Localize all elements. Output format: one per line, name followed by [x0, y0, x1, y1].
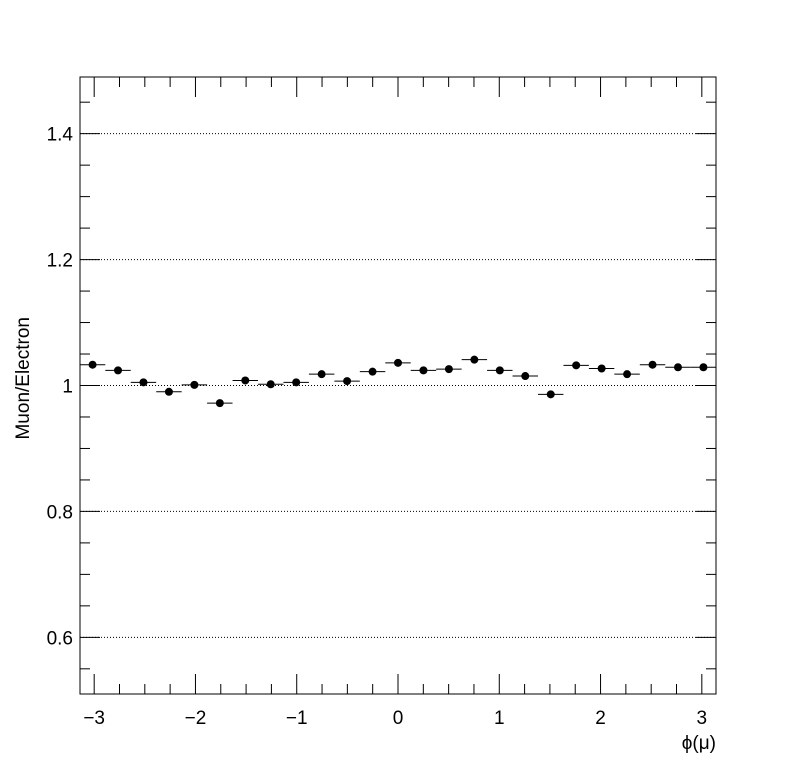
- data-point: [266, 380, 275, 389]
- data-point: [139, 378, 148, 387]
- x-tick-label: −3: [83, 708, 105, 729]
- data-point: [623, 370, 632, 379]
- data-point: [368, 367, 377, 376]
- data-point: [444, 365, 453, 374]
- data-points: [79, 355, 717, 408]
- y-tick-label: 1: [62, 377, 73, 398]
- data-point: [572, 361, 581, 370]
- x-tick-label: −1: [286, 708, 308, 729]
- y-tick-label: 0.8: [47, 502, 73, 523]
- data-point: [699, 363, 708, 372]
- data-point: [190, 380, 199, 389]
- x-axis-title: ϕ(μ): [682, 733, 716, 754]
- y-tick-label: 1.4: [47, 125, 74, 146]
- data-point: [241, 376, 250, 385]
- gridlines: [80, 133, 716, 638]
- data-point: [292, 378, 301, 387]
- data-point: [597, 364, 606, 373]
- x-tick-label: 0: [393, 708, 404, 729]
- tick-labels: 0.6 0.8 1 1.2 1.4 −3 −2 −1 0 1 2 3: [47, 125, 708, 729]
- data-point: [394, 358, 402, 367]
- data-point: [419, 366, 428, 375]
- x-tick-label: −2: [185, 708, 207, 729]
- data-point: [673, 363, 682, 372]
- data-point: [470, 355, 479, 364]
- plot-frame: [79, 76, 717, 695]
- data-point: [88, 360, 97, 369]
- data-point: [343, 377, 352, 386]
- data-point: [648, 360, 657, 369]
- axis-ticks: [80, 77, 716, 694]
- data-point: [114, 366, 123, 375]
- x-tick-label: 3: [697, 708, 708, 729]
- data-point: [546, 390, 555, 399]
- y-axis-title: Muon/Electron: [13, 317, 34, 440]
- data-point: [495, 366, 504, 375]
- y-tick-label: 0.6: [47, 628, 73, 649]
- x-tick-label: 2: [595, 708, 606, 729]
- data-point: [215, 399, 224, 408]
- y-tick-label: 1.2: [47, 251, 73, 272]
- data-point: [164, 387, 173, 396]
- data-point: [521, 372, 530, 381]
- x-tick-label: 1: [494, 708, 505, 729]
- data-point: [317, 370, 326, 379]
